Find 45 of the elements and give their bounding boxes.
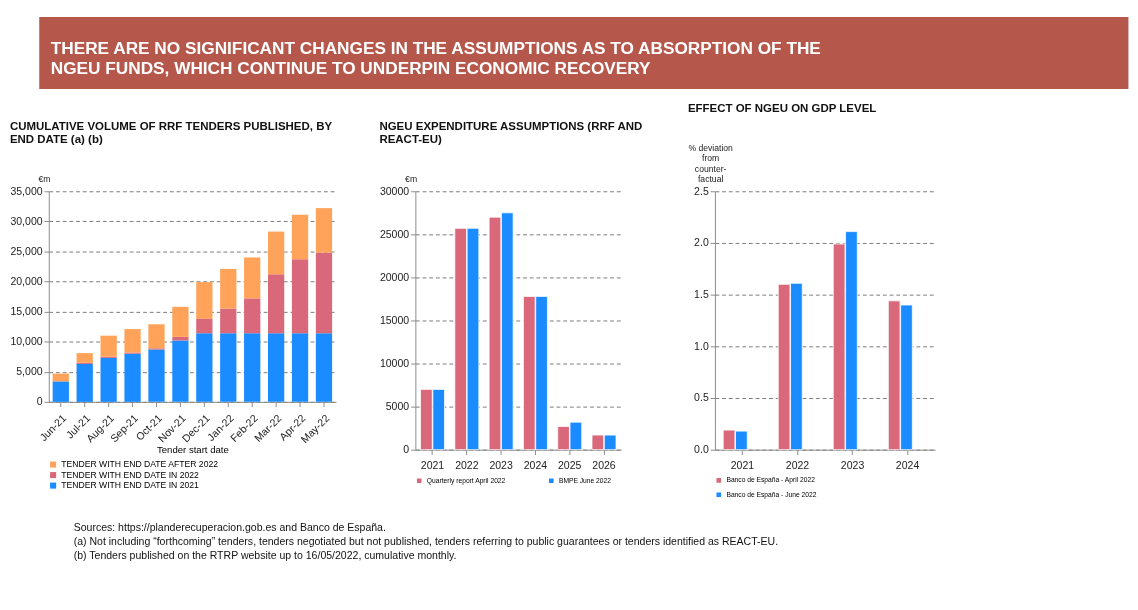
x-tick-label: 2024: [523, 459, 548, 472]
legend-label: TENDER WITH END DATE AFTER 2022: [61, 459, 219, 470]
y-tick-label: 2.5: [694, 184, 709, 197]
y-tick-label: 5000: [385, 399, 410, 412]
chart-title: NGEU EXPENDITURE ASSUMPTIONS (RRF AND REACT-EU): [379, 120, 643, 146]
x-tick-label: 2023: [840, 459, 865, 472]
text: THERE ARE NO SIGNIFICANT CHANGES IN THE ASSUMPTIONS AS TO ABSORPTION OF THE NGEU FUNDS, WHICH CONTINUE TO UNDERPIN ECONOMIC RECOVERY: [50, 38, 821, 78]
y-tick-label: 0.0: [694, 443, 709, 456]
x-tick-label: 2025: [558, 459, 582, 472]
y-tick-label: 0: [36, 395, 43, 408]
y-tick-label: 30000: [379, 184, 410, 197]
legend-label: TENDER WITH END DATE IN 2021: [61, 480, 200, 491]
text: (b) Tenders published on the RTRP website up to 16/05/2022, cumulative monthly.: [73, 549, 457, 562]
legend-label: TENDER WITH END DATE IN 2022: [61, 469, 200, 480]
y-tick-label: 10000: [379, 356, 410, 369]
chart-title: CUMULATIVE VOLUME OF RRF TENDERS PUBLISHED, BY END DATE (a) (b): [9, 120, 333, 146]
x-tick-label: 2022: [785, 459, 810, 472]
y-tick-label: 25,000: [10, 244, 43, 257]
y-tick-label: 25000: [379, 227, 410, 240]
x-tick-label: 2021: [730, 459, 755, 472]
y-tick-label: 1.5: [694, 288, 709, 301]
y-axis-title: % deviation from counter- factual: [688, 142, 734, 185]
source-note: Sources: https://planderecuperacion.gob.es and Banco de España.: [73, 520, 386, 533]
x-axis-title: Tender start date: [156, 443, 229, 455]
y-tick-label: 35,000: [10, 184, 43, 197]
chart-title: EFFECT OF NGEU ON GDP LEVEL: [687, 101, 877, 114]
y-tick-label: 10,000: [10, 335, 43, 348]
x-tick-label: 2021: [420, 459, 445, 472]
y-tick-label: 0: [403, 443, 410, 456]
y-tick-label: 30,000: [10, 214, 43, 227]
x-tick-label: 2026: [592, 459, 616, 472]
y-tick-label: 0.5: [694, 391, 709, 404]
y-axis-title: €m: [38, 174, 51, 185]
y-tick-label: 5,000: [16, 365, 43, 378]
text: (a) Not including “forthcoming” tenders, tenders negotiated but not published, tenders referring to public guarantees or tenders identified as REACT-EU.: [73, 534, 779, 547]
y-tick-label: 20,000: [10, 274, 43, 287]
y-tick-label: 15,000: [10, 304, 43, 317]
y-tick-label: 2.0: [694, 236, 709, 249]
x-tick-label: 2023: [489, 459, 513, 472]
y-tick-label: 15000: [379, 313, 410, 326]
y-tick-label: 20000: [379, 270, 410, 283]
y-tick-label: 1.0: [694, 339, 709, 352]
x-tick-label: 2024: [895, 459, 920, 472]
y-axis-title: €m: [405, 174, 418, 185]
x-tick-label: 2022: [455, 459, 479, 472]
